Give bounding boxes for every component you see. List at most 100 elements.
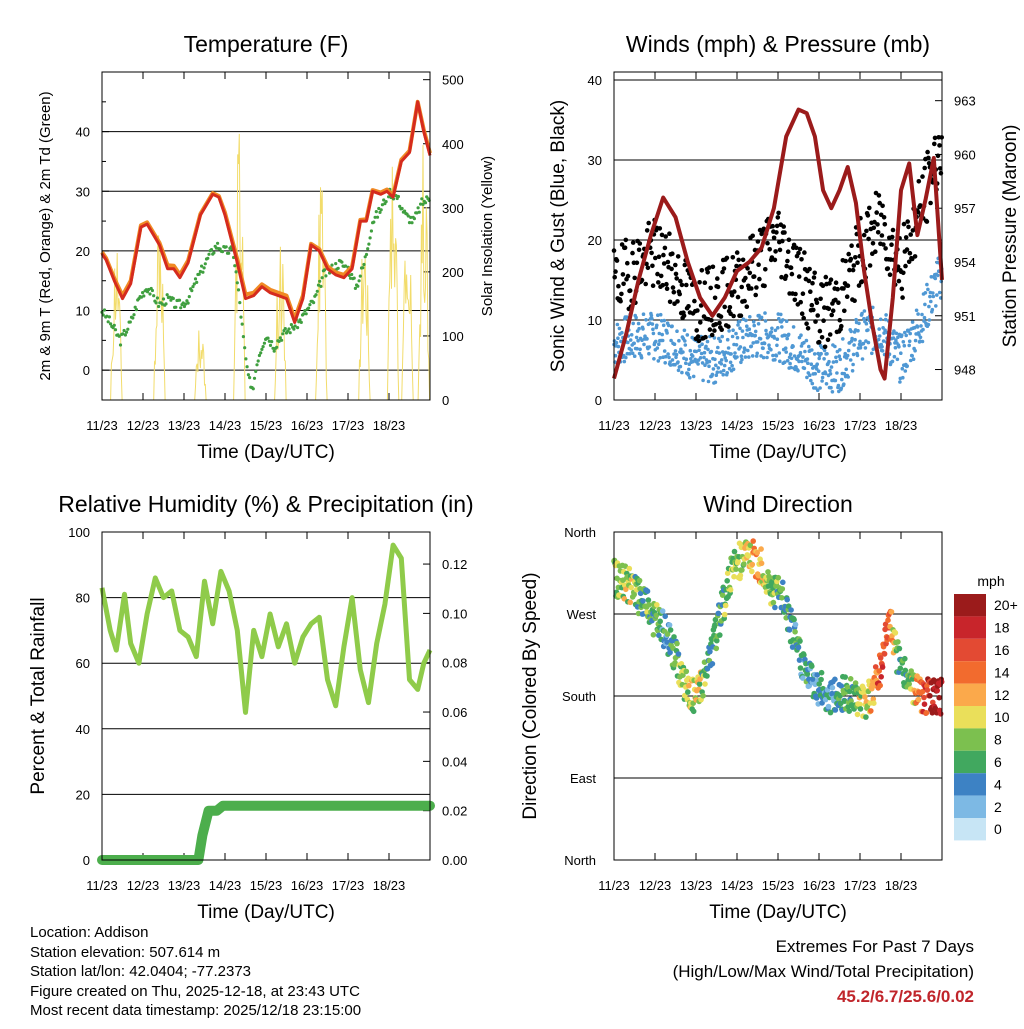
sonic-wind-point — [713, 380, 718, 385]
sonic-wind-point — [784, 319, 789, 324]
y2-tick-label: 0.00 — [442, 853, 467, 868]
latest-data-text: Most recent data timestamp: 2025/12/18 2… — [30, 1002, 362, 1019]
sonic-wind-point — [631, 321, 635, 326]
gust-point — [664, 286, 670, 292]
gust-point — [734, 263, 739, 269]
sonic-wind-point — [840, 377, 844, 382]
gust-point — [786, 237, 792, 243]
y-tick-label: 40 — [76, 722, 90, 737]
dewpoint-point — [133, 305, 137, 309]
sonic-wind-point — [883, 317, 888, 322]
dewpoint-point — [280, 338, 284, 342]
sonic-wind-point — [774, 354, 779, 358]
dewpoint-point — [168, 295, 172, 299]
direction-point — [937, 711, 944, 717]
direction-point — [936, 694, 942, 701]
sonic-wind-point — [778, 359, 782, 364]
sonic-wind-point — [681, 350, 685, 354]
sonic-wind-point — [656, 313, 660, 318]
colorbar-label: 4 — [994, 776, 1002, 792]
gust-point — [738, 313, 744, 319]
direction-point — [690, 708, 697, 715]
sonic-wind-point — [788, 361, 792, 366]
sonic-wind-point — [701, 378, 705, 383]
direction-point — [758, 560, 765, 567]
sonic-wind-point — [933, 276, 938, 281]
gust-point — [730, 254, 736, 260]
sonic-wind-point — [805, 375, 809, 380]
gust-point — [622, 245, 628, 250]
sonic-wind-point — [898, 380, 902, 384]
sonic-wind-point — [919, 324, 923, 328]
gust-point — [656, 280, 661, 285]
direction-point — [906, 681, 912, 687]
sonic-wind-point — [626, 340, 630, 345]
gust-point — [696, 338, 702, 344]
sonic-wind-point — [747, 327, 752, 332]
sonic-wind-point — [764, 328, 768, 333]
sonic-wind-point — [752, 323, 756, 328]
y2-tick-label: 960 — [954, 147, 976, 162]
y2-tick-label: 951 — [954, 309, 976, 324]
gust-point — [815, 313, 820, 318]
sonic-wind-point — [696, 362, 700, 366]
gust-point — [926, 161, 932, 166]
direction-point — [666, 622, 673, 628]
dewpoint-point — [278, 336, 282, 340]
dewpoint-point — [227, 251, 231, 255]
sonic-wind-point — [674, 355, 678, 360]
gust-point — [811, 275, 817, 280]
gust-point — [765, 240, 770, 246]
sonic-wind-point — [617, 326, 622, 331]
direction-point — [656, 632, 662, 639]
gust-point — [903, 263, 908, 269]
direction-point — [765, 569, 771, 575]
direction-point — [902, 655, 908, 662]
dewpoint-point — [203, 262, 207, 266]
sonic-wind-point — [813, 371, 817, 376]
sonic-wind-point — [688, 348, 693, 353]
dewpoint-point — [377, 206, 381, 211]
dewpoint-point — [184, 302, 188, 306]
sonic-wind-point — [822, 348, 827, 353]
sonic-wind-point — [783, 333, 787, 338]
plot-frame — [101, 71, 431, 401]
direction-point — [724, 570, 731, 576]
dewpoint-point — [147, 287, 151, 292]
direction-point — [650, 632, 657, 638]
sonic-wind-point — [725, 337, 730, 342]
sonic-wind-point — [711, 367, 716, 371]
dewpoint-point — [256, 359, 260, 363]
dewpoint-point — [160, 302, 164, 306]
chart-title: Temperature (F) — [184, 31, 349, 57]
dewpoint-point — [406, 214, 410, 218]
sonic-wind-point — [666, 323, 671, 328]
colorbar-swatch — [954, 683, 986, 706]
direction-point — [667, 649, 673, 656]
sonic-wind-point — [891, 336, 896, 340]
gust-point — [779, 274, 784, 280]
sonic-wind-point — [796, 368, 800, 373]
sonic-wind-point — [788, 352, 793, 357]
elevation-text: Station elevation: 507.614 m — [30, 943, 221, 961]
sonic-wind-point — [925, 282, 929, 287]
sonic-wind-point — [893, 345, 898, 350]
gust-point — [662, 245, 668, 251]
sonic-wind-point — [915, 325, 920, 329]
sonic-wind-point — [651, 331, 656, 336]
y-tick-label: West — [567, 607, 597, 622]
sonic-wind-point — [636, 321, 641, 326]
dewpoint-point — [356, 284, 360, 288]
sonic-wind-point — [817, 356, 821, 361]
y-axis-label: Direction (Colored By Speed) — [520, 572, 541, 819]
gust-point — [747, 270, 753, 276]
gust-point — [650, 263, 655, 269]
sonic-wind-point — [755, 340, 760, 344]
gust-point — [937, 143, 942, 148]
sonic-wind-point — [861, 341, 866, 346]
sonic-wind-point — [741, 335, 745, 340]
direction-point — [772, 604, 778, 611]
y-axis-label: 2m & 9m T (Red, Orange) & 2m Td (Green) — [37, 91, 54, 380]
x-tick-label: 12/23 — [127, 418, 160, 433]
sonic-wind-point — [722, 363, 727, 368]
